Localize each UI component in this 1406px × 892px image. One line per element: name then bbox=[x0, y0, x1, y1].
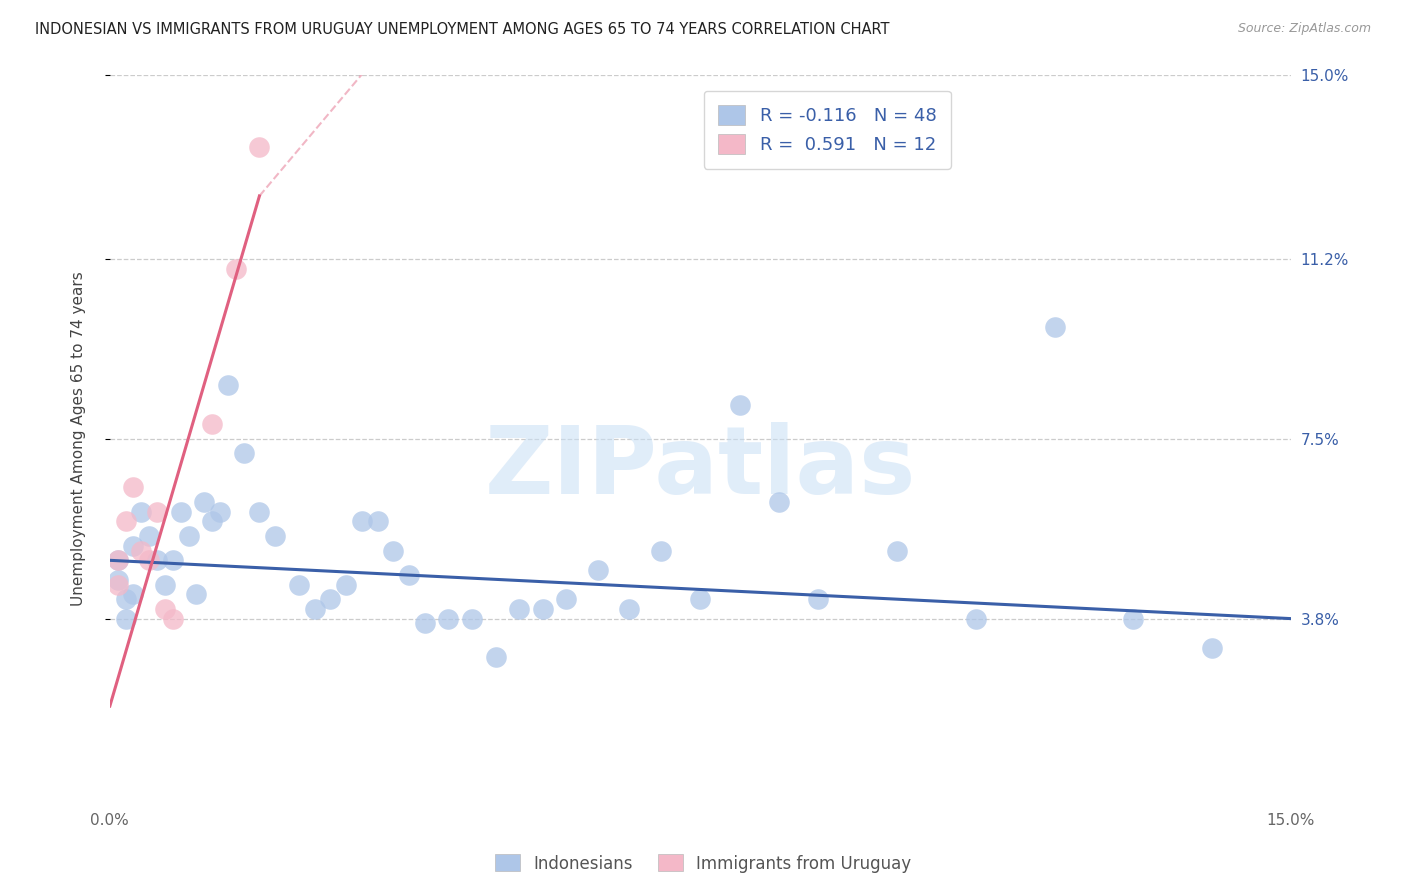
Point bbox=[131, 543, 153, 558]
Legend: R = -0.116   N = 48, R =  0.591   N = 12: R = -0.116 N = 48, R = 0.591 N = 12 bbox=[704, 91, 950, 169]
Point bbox=[1122, 612, 1144, 626]
Point bbox=[217, 378, 239, 392]
Point bbox=[461, 612, 484, 626]
Point bbox=[232, 446, 254, 460]
Point bbox=[367, 515, 389, 529]
Point bbox=[170, 505, 193, 519]
Point bbox=[107, 553, 129, 567]
Point bbox=[162, 553, 184, 567]
Point bbox=[555, 592, 578, 607]
Point bbox=[398, 567, 420, 582]
Point bbox=[1201, 640, 1223, 655]
Point bbox=[193, 495, 215, 509]
Point bbox=[138, 553, 160, 567]
Point bbox=[619, 602, 641, 616]
Point bbox=[131, 505, 153, 519]
Point bbox=[225, 261, 247, 276]
Point bbox=[484, 650, 506, 665]
Point bbox=[146, 553, 169, 567]
Point bbox=[965, 612, 987, 626]
Point bbox=[153, 577, 176, 591]
Point bbox=[288, 577, 311, 591]
Y-axis label: Unemployment Among Ages 65 to 74 years: Unemployment Among Ages 65 to 74 years bbox=[72, 271, 86, 607]
Text: Source: ZipAtlas.com: Source: ZipAtlas.com bbox=[1237, 22, 1371, 36]
Point bbox=[122, 480, 145, 494]
Point bbox=[886, 543, 908, 558]
Text: INDONESIAN VS IMMIGRANTS FROM URUGUAY UNEMPLOYMENT AMONG AGES 65 TO 74 YEARS COR: INDONESIAN VS IMMIGRANTS FROM URUGUAY UN… bbox=[35, 22, 890, 37]
Point bbox=[107, 577, 129, 591]
Point bbox=[807, 592, 830, 607]
Point bbox=[114, 612, 136, 626]
Point bbox=[249, 140, 271, 154]
Point bbox=[107, 553, 129, 567]
Point bbox=[209, 505, 232, 519]
Point bbox=[146, 505, 169, 519]
Point bbox=[201, 515, 224, 529]
Point bbox=[650, 543, 672, 558]
Point bbox=[319, 592, 342, 607]
Point bbox=[153, 602, 176, 616]
Point bbox=[413, 616, 436, 631]
Point bbox=[122, 587, 145, 601]
Point bbox=[114, 592, 136, 607]
Point bbox=[122, 539, 145, 553]
Point bbox=[249, 505, 271, 519]
Point bbox=[350, 515, 373, 529]
Text: ZIPatlas: ZIPatlas bbox=[485, 422, 915, 514]
Point bbox=[728, 398, 751, 412]
Point bbox=[382, 543, 405, 558]
Point bbox=[689, 592, 711, 607]
Point bbox=[114, 515, 136, 529]
Point bbox=[177, 529, 200, 543]
Point bbox=[586, 563, 609, 577]
Point bbox=[531, 602, 554, 616]
Point bbox=[304, 602, 326, 616]
Point bbox=[264, 529, 287, 543]
Legend: Indonesians, Immigrants from Uruguay: Indonesians, Immigrants from Uruguay bbox=[488, 847, 918, 880]
Point bbox=[162, 612, 184, 626]
Point bbox=[138, 529, 160, 543]
Point bbox=[186, 587, 208, 601]
Point bbox=[437, 612, 460, 626]
Point bbox=[107, 573, 129, 587]
Point bbox=[508, 602, 530, 616]
Point bbox=[1043, 320, 1066, 334]
Point bbox=[768, 495, 790, 509]
Point bbox=[335, 577, 357, 591]
Point bbox=[201, 417, 224, 432]
